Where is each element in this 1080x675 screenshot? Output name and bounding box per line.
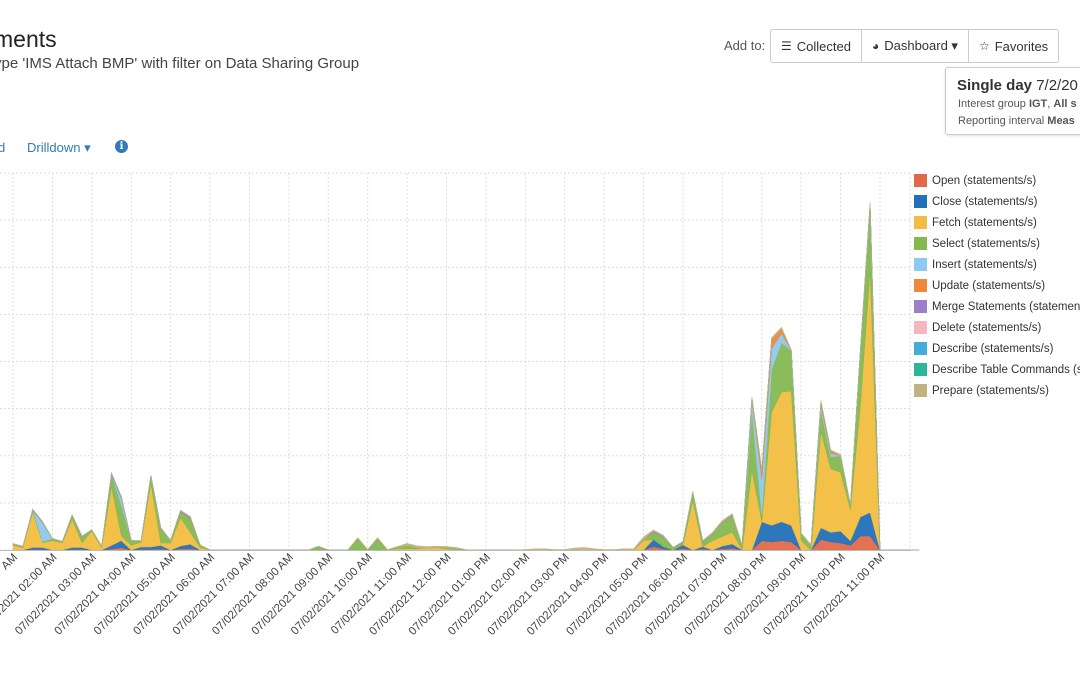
legend-swatch (914, 237, 927, 250)
dashboard-icon: ◕ (871, 39, 880, 53)
legend-swatch (914, 384, 927, 397)
legend-item[interactable]: Fetch (statements/s) (914, 216, 1037, 229)
legend-swatch (914, 279, 927, 292)
x-tick-label: 07/02/2021 11:00 PM (801, 552, 887, 638)
legend-swatch (914, 258, 927, 271)
collected-button-label: Collected (796, 38, 851, 54)
legend-swatch (914, 216, 927, 229)
list-icon: ☰ (781, 39, 792, 53)
legend-item[interactable]: Merge Statements (statemen (914, 300, 1080, 313)
star-icon: ☆ (978, 39, 990, 53)
favorites-button-label: Favorites (994, 38, 1049, 54)
legend-item[interactable]: Open (statements/s) (914, 174, 1036, 187)
collected-button[interactable]: ☰ Collected (771, 30, 862, 62)
legend-item[interactable]: Insert (statements/s) (914, 258, 1037, 271)
legend-label: Describe Table Commands (s (932, 363, 1080, 376)
legend-swatch (914, 342, 927, 355)
drilldown-dropdown[interactable]: Drilldown ▾ (27, 140, 91, 155)
favorites-button[interactable]: ☆ Favorites (969, 30, 1058, 62)
add-to-button-group: ☰ Collected ◕ Dashboard ▾ ☆ Favorites (770, 29, 1060, 63)
x-tick-label: AM (0, 552, 20, 573)
legend-label: Insert (statements/s) (932, 258, 1037, 271)
legend-label: Open (statements/s) (932, 174, 1037, 187)
legend-label: Delete (statements/s) (932, 321, 1042, 334)
legend-label: Prepare (statements/s) (932, 384, 1049, 397)
legend-swatch (914, 363, 927, 376)
dashboard-button[interactable]: ◕ Dashboard ▾ (862, 30, 969, 62)
chart-grid (0, 172, 911, 551)
legend-item[interactable]: Select (statements/s) (914, 237, 1040, 250)
legend-label: Fetch (statements/s) (932, 216, 1037, 229)
report-info-box[interactable]: Single day 7/2/20 Interest group IGT, Al… (945, 67, 1080, 135)
legend-label: Update (statements/s) (932, 279, 1046, 292)
legend-swatch (914, 195, 927, 208)
legend-swatch (914, 321, 927, 334)
legend-item[interactable]: Update (statements/s) (914, 279, 1045, 292)
area-series-2[interactable] (12, 269, 920, 551)
legend-label: Close (statements/s) (932, 195, 1038, 208)
legend-label: Describe (statements/s) (932, 342, 1054, 355)
legend-swatch (914, 300, 927, 313)
legend-label: Merge Statements (statemen (932, 300, 1080, 313)
interest-group-line: Interest group IGT, All s (958, 98, 1077, 110)
legend-item[interactable]: Close (statements/s) (914, 195, 1037, 208)
legend-item[interactable]: Describe (statements/s) (914, 342, 1053, 355)
dashboard-button-label: Dashboard ▾ (884, 38, 958, 53)
reporting-interval-line: Reporting interval Meas (958, 115, 1075, 127)
legend-item[interactable]: Prepare (statements/s) (914, 384, 1049, 397)
legend-item[interactable]: Describe Table Commands (s (914, 363, 1080, 376)
chart-areas (12, 202, 920, 551)
legend-swatch (914, 174, 927, 187)
page-title: ments (0, 26, 57, 52)
toolbar-link-d[interactable]: d (0, 140, 6, 155)
legend-label: Select (statements/s) (932, 237, 1041, 250)
report-period: Single day 7/2/20 (957, 77, 1078, 94)
add-to-label: Add to: (724, 38, 766, 53)
info-icon[interactable]: i (115, 140, 128, 153)
legend-item[interactable]: Delete (statements/s) (914, 321, 1041, 334)
page-subtitle: ype 'IMS Attach BMP' with filter on Data… (0, 55, 360, 72)
